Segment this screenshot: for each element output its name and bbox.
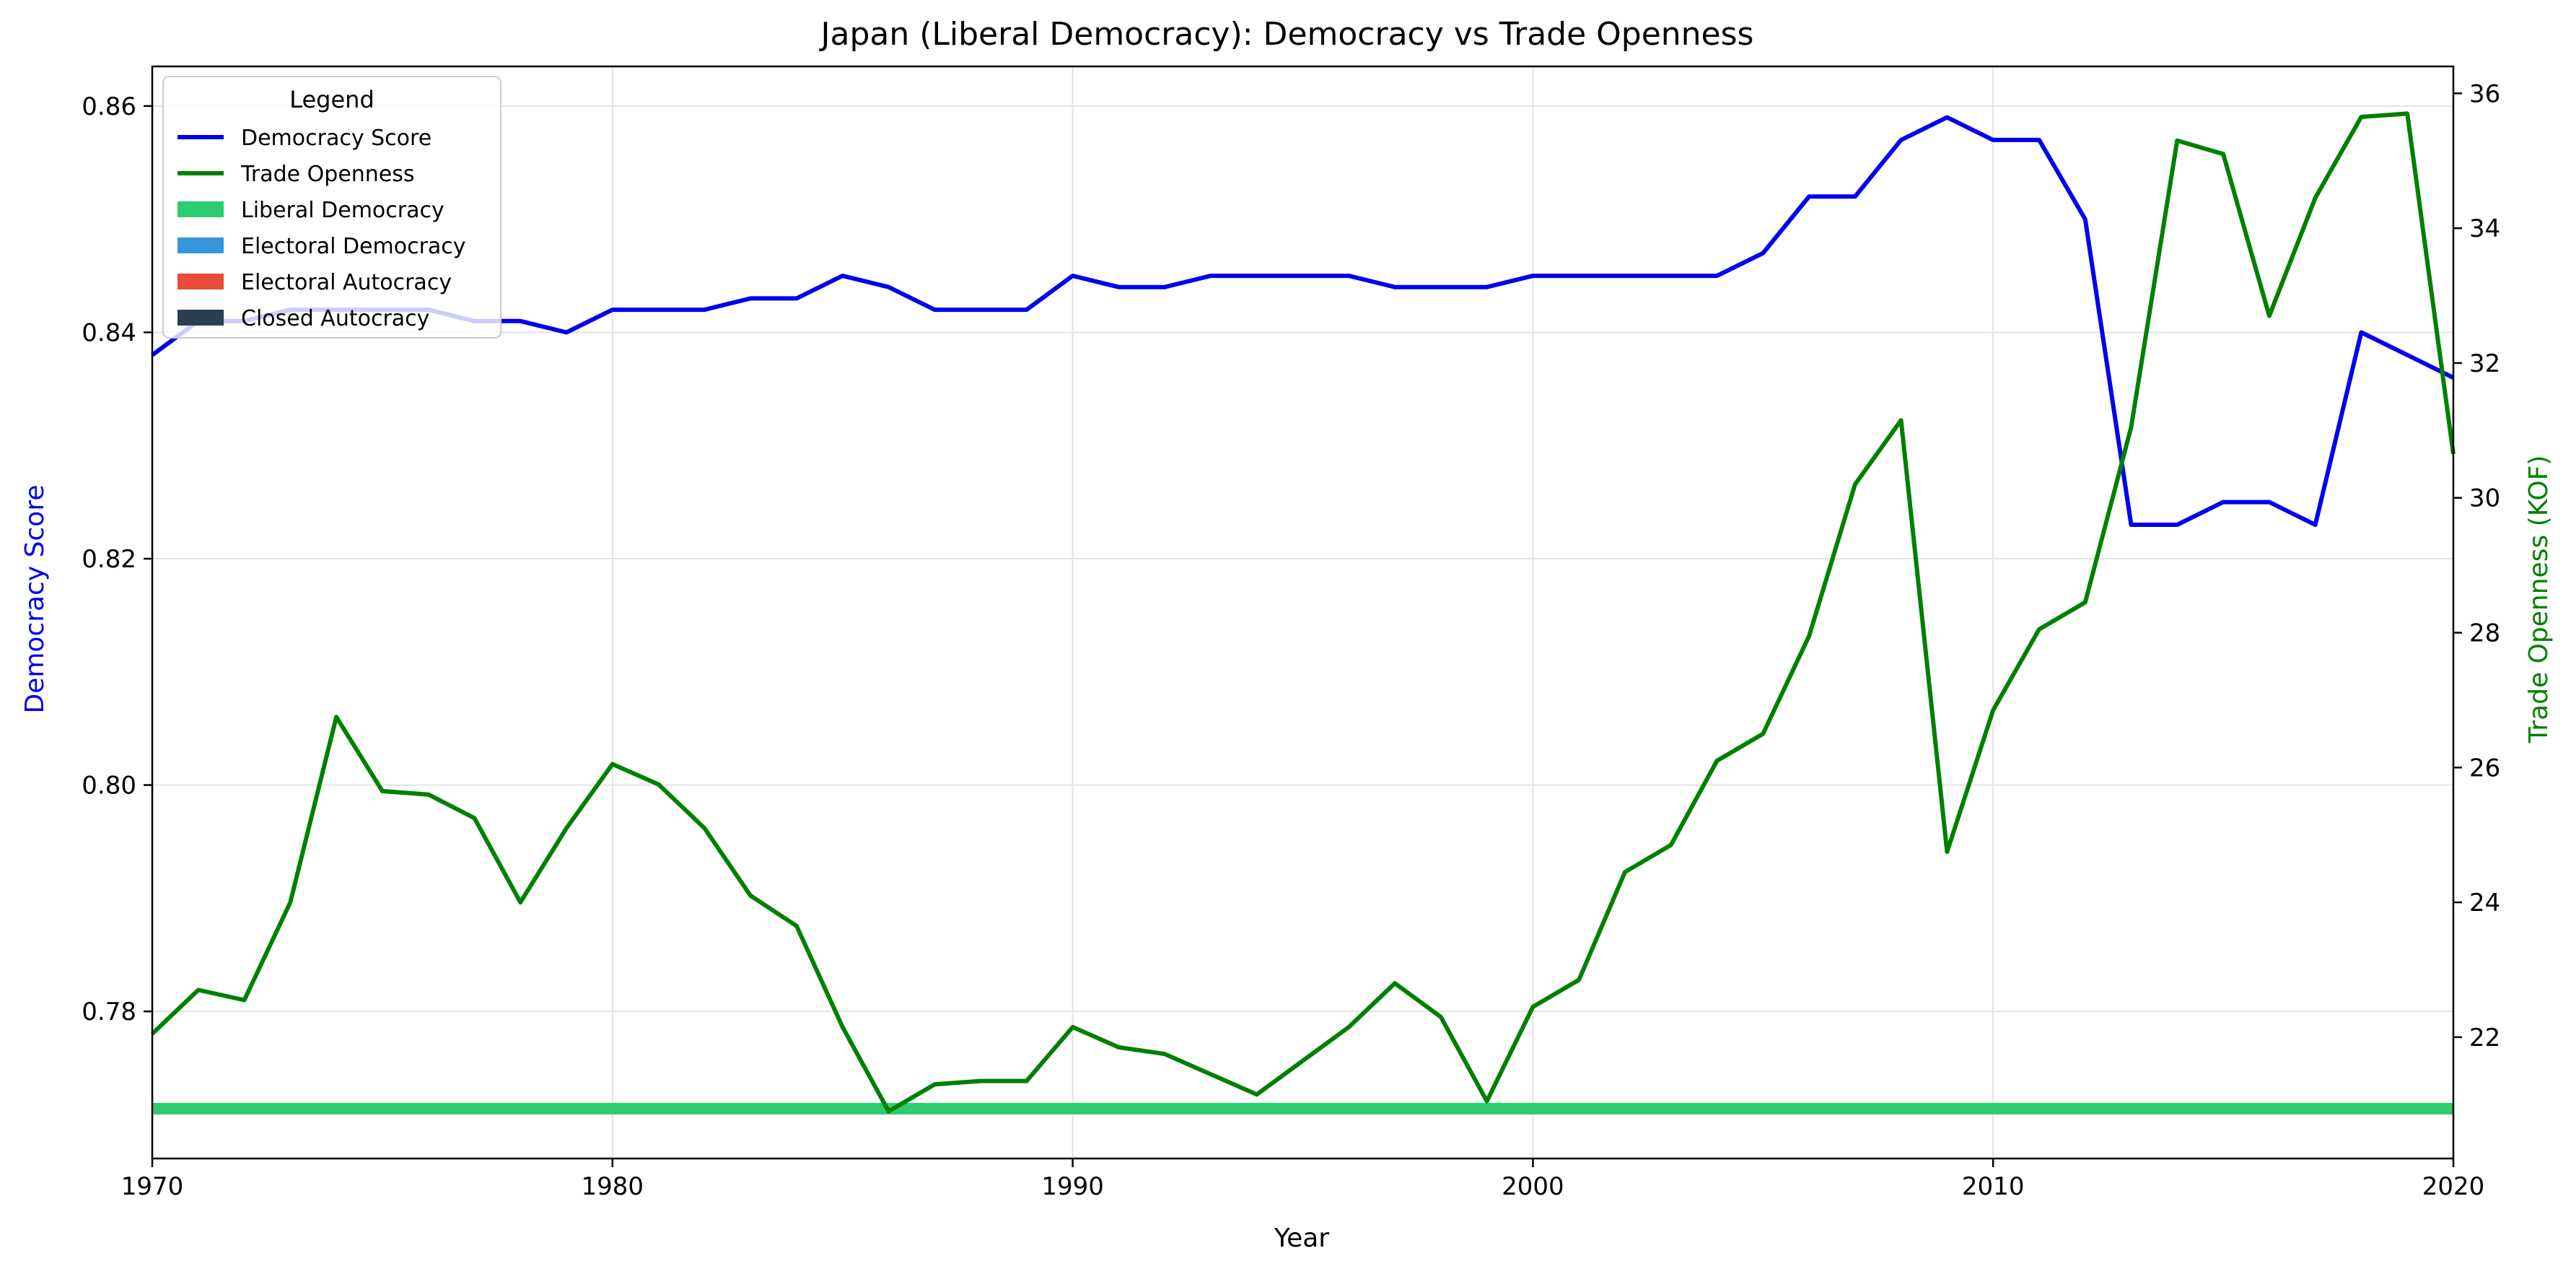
- legend-swatch-5: [178, 310, 224, 326]
- regime-band-liberal-democracy: [152, 1103, 2453, 1114]
- chart-title: Japan (Liberal Democracy): Democracy vs …: [819, 16, 1754, 53]
- y-axis-left: 0.78 0.80 0.82 0.84 0.86: [82, 92, 152, 1026]
- x-tick-label-3: 2000: [1502, 1172, 1564, 1201]
- legend-box: [162, 76, 501, 339]
- y-axis-right: 22 24 26 28 30 32 34 36: [2453, 79, 2500, 1052]
- legend-swatch-2: [178, 201, 224, 217]
- y2-axis-label: Trade Openness (KOF): [2524, 455, 2554, 744]
- regime-band-group: [152, 1103, 2453, 1114]
- y2-tick-label-5: 32: [2469, 349, 2500, 378]
- series-line-democracy-score: [151, 115, 2455, 527]
- x-tick-label-1: 1980: [582, 1172, 644, 1201]
- legend-label-3: Electoral Democracy: [241, 234, 466, 259]
- y-tick-label-0: 0.78: [82, 998, 136, 1026]
- y-tick-label-3: 0.84: [82, 318, 136, 347]
- grid: [152, 66, 2454, 1159]
- y-tick-label-4: 0.86: [82, 92, 136, 121]
- x-tick-label-5: 2020: [2422, 1172, 2485, 1201]
- legend-swatch-3: [178, 237, 224, 253]
- y2-tick-label-7: 36: [2469, 79, 2500, 108]
- plot-frame: [151, 65, 2455, 1160]
- legend-label-2: Liberal Democracy: [241, 198, 444, 223]
- y2-tick-label-0: 22: [2469, 1024, 2500, 1052]
- y-axis-label: Democracy Score: [20, 485, 50, 714]
- legend: Legend Democracy Score Trade Openness Liber…: [162, 76, 501, 339]
- y-tick-label-1: 0.80: [82, 772, 136, 800]
- legend-label-1: Trade Openness: [240, 162, 415, 187]
- x-axis-label: Year: [1274, 1223, 1329, 1253]
- y-tick-label-2: 0.82: [82, 545, 136, 574]
- x-axis: 1970 1980 1990 2000 2010 2020: [121, 1159, 2485, 1201]
- series-line-trade-openness: [150, 111, 2455, 1114]
- x-tick-label-0: 1970: [121, 1172, 184, 1201]
- legend-label-5: Closed Autocracy: [241, 306, 429, 331]
- legend-label-0: Democracy Score: [241, 126, 431, 151]
- x-tick-label-2: 1990: [1041, 1172, 1104, 1201]
- legend-swatch-4: [178, 274, 224, 289]
- x-tick-label-4: 2010: [1962, 1172, 2025, 1201]
- legend-title: Legend: [289, 86, 374, 113]
- y2-tick-label-4: 30: [2469, 484, 2500, 513]
- y2-tick-label-1: 24: [2469, 889, 2500, 917]
- series-lines: [150, 111, 2455, 1114]
- y2-tick-label-2: 26: [2469, 754, 2500, 782]
- legend-label-4: Electoral Autocracy: [241, 270, 452, 295]
- y2-tick-label-6: 34: [2469, 214, 2500, 243]
- y2-tick-label-3: 28: [2469, 619, 2500, 648]
